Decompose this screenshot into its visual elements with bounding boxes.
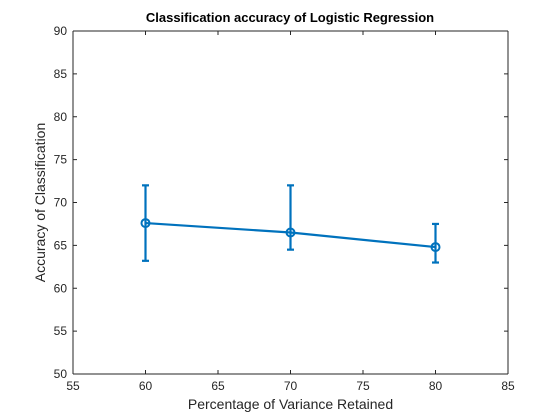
x-tick-label: 85 (501, 379, 515, 393)
y-tick-label: 85 (54, 67, 68, 81)
y-tick-label: 50 (54, 367, 68, 381)
data-point-marker (430, 242, 441, 253)
y-tick-label: 55 (54, 324, 68, 338)
y-tick-label: 75 (54, 153, 68, 167)
x-tick-label: 55 (66, 379, 80, 393)
x-tick-label: 80 (429, 379, 443, 393)
x-axis-label: Percentage of Variance Retained (188, 396, 393, 412)
y-tick-label: 90 (54, 24, 68, 38)
chart-title: Classification accuracy of Logistic Regr… (146, 10, 434, 25)
y-tick-label: 70 (54, 196, 68, 210)
y-tick-label: 60 (54, 281, 68, 295)
x-tick-label: 65 (211, 379, 225, 393)
x-tick-label: 60 (139, 379, 153, 393)
data-series-group (140, 184, 441, 264)
y-tick-label: 65 (54, 238, 68, 252)
x-tick-label: 75 (356, 379, 370, 393)
x-tick-label: 70 (284, 379, 298, 393)
data-point-marker (285, 227, 296, 238)
data-point-marker (140, 218, 151, 229)
y-axis-label: Accuracy of Classification (32, 123, 48, 283)
y-tick-label: 80 (54, 110, 68, 124)
